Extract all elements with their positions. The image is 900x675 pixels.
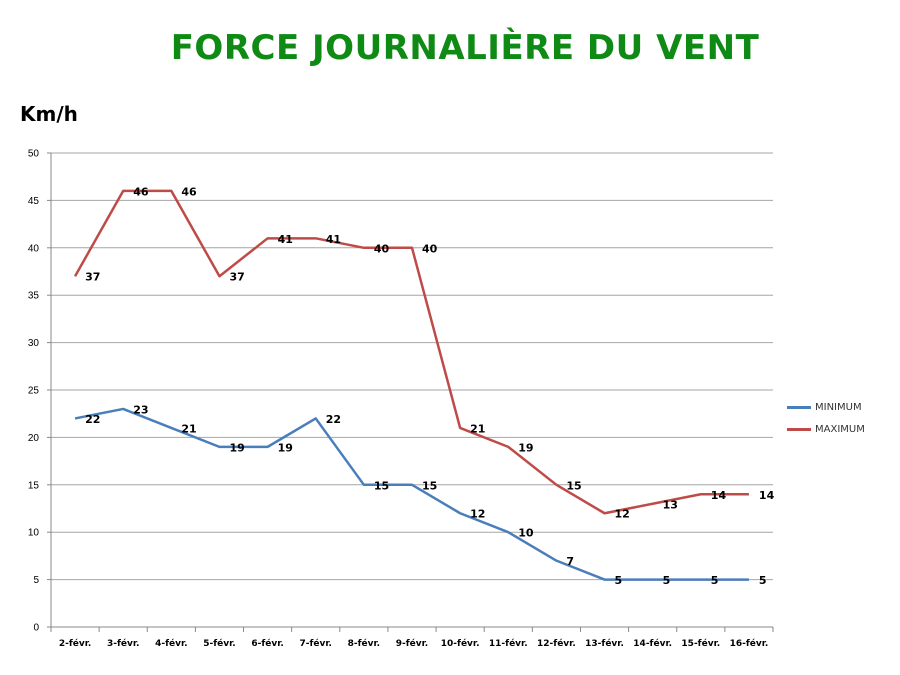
data-label-minimum-8: 12	[470, 508, 485, 521]
x-tick-label-0: 2-févr.	[59, 638, 91, 649]
x-tick-label-13: 15-févr.	[681, 638, 720, 649]
x-tick-label-8: 10-févr.	[441, 638, 480, 649]
data-label-minimum-10: 7	[566, 555, 574, 568]
x-tick-label-5: 7-févr.	[299, 638, 331, 649]
y-tick-label-25: 25	[28, 386, 40, 397]
chart-title: FORCE JOURNALIÈRE DU VENT	[170, 28, 760, 68]
data-label-minimum-5: 22	[326, 413, 341, 426]
legend-label-maximum: MAXIMUM	[815, 423, 865, 435]
data-label-maximum-6: 40	[374, 242, 390, 255]
x-tick-label-10: 12-févr.	[537, 638, 576, 649]
data-label-maximum-0: 37	[85, 271, 100, 284]
x-tick-label-3: 5-févr.	[203, 638, 235, 649]
x-tick-label-14: 16-févr.	[730, 638, 769, 649]
legend-item-maximum: MAXIMUM	[787, 418, 865, 440]
data-label-maximum-8: 21	[470, 422, 485, 435]
data-label-maximum-9: 19	[518, 441, 533, 454]
y-tick-label-10: 10	[28, 528, 40, 539]
y-tick-label-15: 15	[28, 480, 40, 491]
x-tick-label-4: 6-févr.	[251, 638, 283, 649]
legend-swatch-minimum	[787, 405, 811, 409]
data-label-minimum-9: 10	[518, 527, 534, 540]
data-label-minimum-3: 19	[229, 441, 244, 454]
data-label-maximum-7: 40	[422, 242, 438, 255]
data-label-maximum-11: 12	[615, 508, 630, 521]
data-label-minimum-4: 19	[278, 441, 293, 454]
data-label-maximum-12: 13	[663, 498, 678, 511]
x-tick-label-1: 3-févr.	[107, 638, 139, 649]
y-tick-label-5: 5	[33, 575, 39, 586]
data-label-minimum-1: 23	[133, 403, 148, 416]
data-label-minimum-0: 22	[85, 413, 100, 426]
x-tick-label-2: 4-févr.	[155, 638, 187, 649]
data-label-maximum-13: 14	[711, 489, 727, 502]
x-tick-label-9: 11-févr.	[489, 638, 528, 649]
x-tick-label-12: 14-févr.	[633, 638, 672, 649]
legend-item-minimum: MINIMUM	[787, 396, 865, 418]
data-label-maximum-3: 37	[229, 271, 244, 284]
y-tick-label-50: 50	[28, 149, 40, 160]
y-tick-label-45: 45	[28, 196, 40, 207]
y-axis-unit-label: Km/h	[20, 102, 78, 126]
series-line-minimum	[74, 407, 749, 581]
chart-legend: MINIMUM MAXIMUM	[787, 396, 865, 440]
data-label-minimum-11: 5	[615, 574, 623, 587]
y-tick-label-20: 20	[28, 433, 40, 444]
data-label-maximum-14: 14	[759, 489, 775, 502]
series-line-maximum	[73, 189, 749, 515]
data-label-minimum-2: 21	[181, 422, 196, 435]
x-tick-label-6: 8-févr.	[348, 638, 380, 649]
data-label-maximum-2: 46	[181, 185, 197, 198]
x-tick-label-7: 9-févr.	[396, 638, 428, 649]
y-tick-label-40: 40	[28, 243, 40, 254]
y-tick-label-0: 0	[33, 623, 39, 634]
x-tick-label-11: 13-févr.	[585, 638, 624, 649]
data-label-maximum-1: 46	[133, 185, 149, 198]
data-label-minimum-14: 5	[759, 574, 767, 587]
data-label-minimum-12: 5	[663, 574, 671, 587]
legend-label-minimum: MINIMUM	[815, 401, 862, 413]
y-tick-label-30: 30	[28, 338, 40, 349]
data-label-minimum-13: 5	[711, 574, 719, 587]
data-label-maximum-5: 41	[326, 233, 341, 246]
y-tick-label-35: 35	[28, 291, 40, 302]
data-label-minimum-6: 15	[374, 479, 389, 492]
legend-swatch-maximum	[787, 427, 811, 431]
data-label-maximum-4: 41	[278, 233, 293, 246]
data-label-minimum-7: 15	[422, 479, 437, 492]
data-label-maximum-10: 15	[566, 479, 581, 492]
